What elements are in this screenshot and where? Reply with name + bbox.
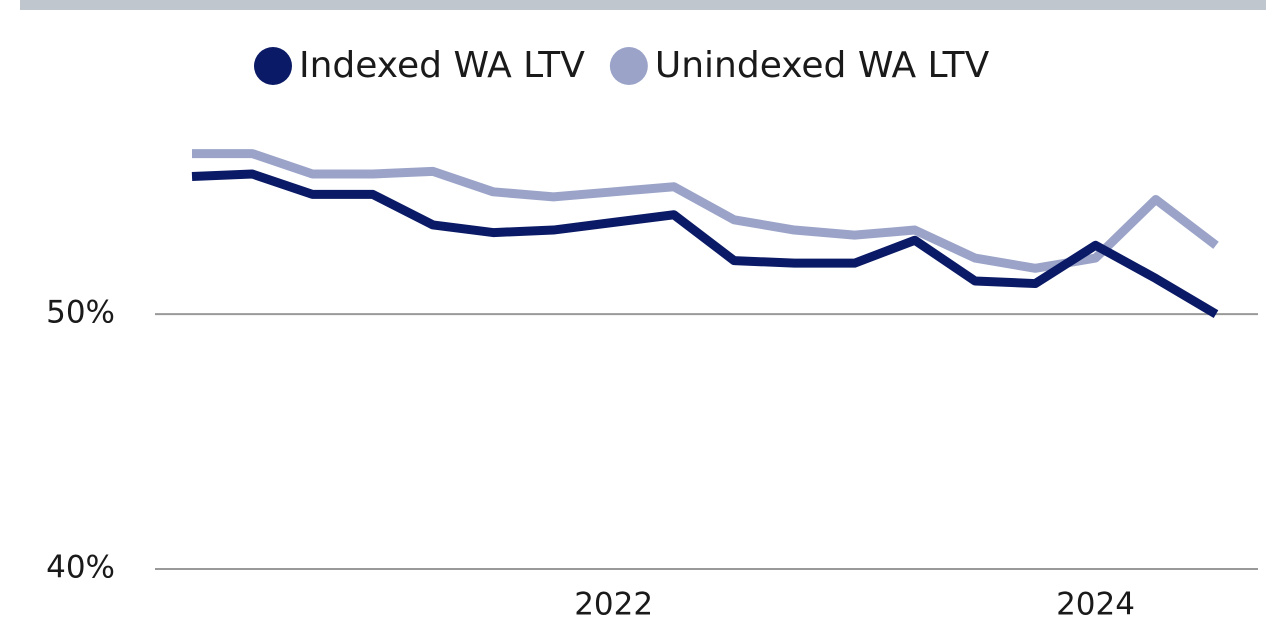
series-line: [191, 169, 1219, 319]
x-tick-label: 2024: [1056, 587, 1135, 623]
y-tick-label: 50%: [46, 295, 115, 331]
legend-swatch: [254, 47, 292, 85]
x-tick-label: 2022: [574, 587, 653, 623]
legend-label: Indexed WA LTV: [299, 45, 585, 86]
legend-label: Unindexed WA LTV: [655, 45, 990, 86]
top-band: [20, 0, 1266, 10]
series-line: [192, 149, 1219, 273]
legend-swatch: [609, 47, 648, 85]
y-tick-label: 40%: [46, 550, 115, 586]
